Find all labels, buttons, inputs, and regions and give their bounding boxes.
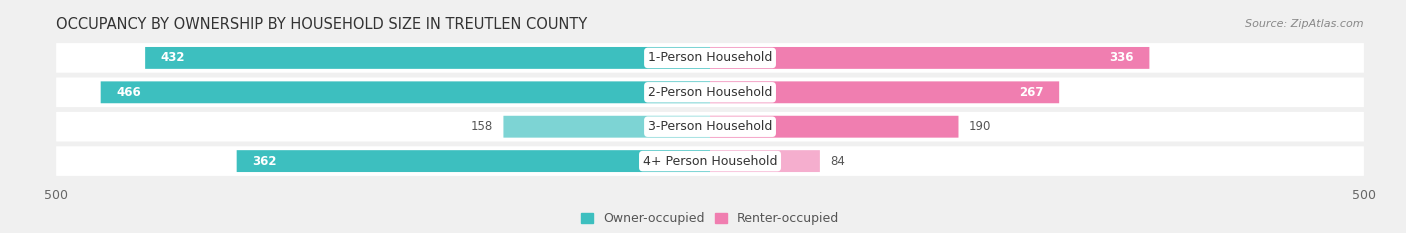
Text: 190: 190: [969, 120, 991, 133]
FancyBboxPatch shape: [56, 78, 1364, 107]
Text: 466: 466: [117, 86, 141, 99]
FancyBboxPatch shape: [101, 81, 710, 103]
Text: 1-Person Household: 1-Person Household: [648, 51, 772, 64]
FancyBboxPatch shape: [710, 150, 820, 172]
Legend: Owner-occupied, Renter-occupied: Owner-occupied, Renter-occupied: [575, 207, 845, 230]
Text: 4+ Person Household: 4+ Person Household: [643, 155, 778, 168]
Text: OCCUPANCY BY OWNERSHIP BY HOUSEHOLD SIZE IN TREUTLEN COUNTY: OCCUPANCY BY OWNERSHIP BY HOUSEHOLD SIZE…: [56, 17, 588, 32]
FancyBboxPatch shape: [710, 116, 959, 138]
Text: 336: 336: [1109, 51, 1133, 64]
FancyBboxPatch shape: [56, 43, 1364, 73]
FancyBboxPatch shape: [56, 112, 1364, 141]
Text: 158: 158: [471, 120, 494, 133]
Text: 3-Person Household: 3-Person Household: [648, 120, 772, 133]
FancyBboxPatch shape: [710, 81, 1059, 103]
FancyBboxPatch shape: [145, 47, 710, 69]
Text: 84: 84: [831, 155, 845, 168]
FancyBboxPatch shape: [236, 150, 710, 172]
FancyBboxPatch shape: [710, 47, 1149, 69]
Text: 362: 362: [253, 155, 277, 168]
Text: 267: 267: [1019, 86, 1043, 99]
Text: 432: 432: [160, 51, 186, 64]
FancyBboxPatch shape: [503, 116, 710, 138]
Text: Source: ZipAtlas.com: Source: ZipAtlas.com: [1246, 19, 1364, 29]
FancyBboxPatch shape: [56, 146, 1364, 176]
Text: 2-Person Household: 2-Person Household: [648, 86, 772, 99]
